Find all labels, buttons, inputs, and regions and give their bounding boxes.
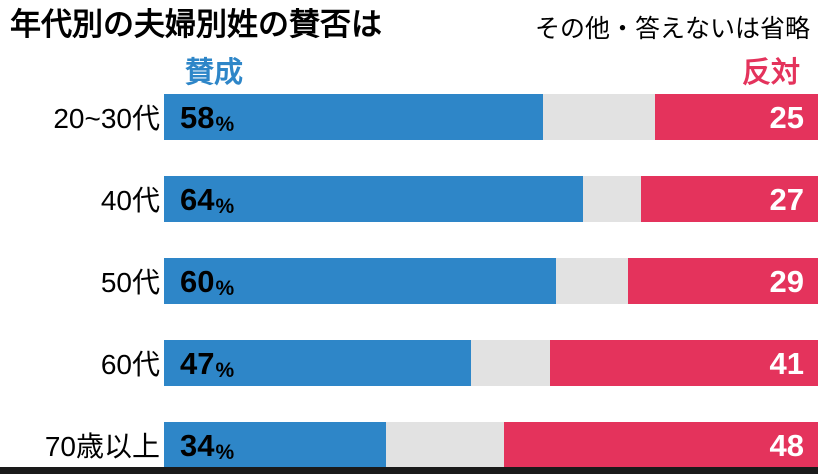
- oppose-bar: 27: [641, 176, 818, 222]
- approve-bar: 64%: [164, 176, 583, 222]
- bar-rows: 20~30代 58% 25 40代 64% 27 5: [0, 94, 818, 468]
- oppose-value: 29: [769, 263, 804, 299]
- legend-approve-label: 賛成: [185, 57, 244, 89]
- approve-bar: 60%: [164, 258, 557, 304]
- approve-value: 64: [180, 181, 215, 217]
- bar-row-70plus: 70歳以上 34% 48: [0, 422, 818, 468]
- percent-unit: %: [215, 113, 235, 136]
- percent-unit: %: [215, 441, 235, 464]
- bar-track: 34% 48: [164, 422, 818, 468]
- bar-track: 64% 27: [164, 176, 818, 222]
- bar-row-60: 60代 47% 41: [0, 340, 818, 386]
- category-label: 40代: [100, 185, 160, 216]
- category-label: 20~30代: [53, 103, 160, 134]
- approve-value: 34: [180, 427, 215, 463]
- bar-track: 47% 41: [164, 340, 818, 386]
- oppose-bar: 48: [504, 422, 818, 468]
- percent-unit: %: [215, 359, 235, 382]
- approve-value: 58: [180, 99, 215, 135]
- legend: 賛成 反対: [0, 49, 818, 89]
- oppose-value: 41: [769, 345, 804, 381]
- bottom-edge-bar: [0, 467, 818, 474]
- bar-track: 60% 29: [164, 258, 818, 304]
- bar-row-20-30: 20~30代 58% 25: [0, 94, 818, 140]
- oppose-value: 25: [769, 99, 804, 135]
- oppose-value: 48: [769, 427, 804, 463]
- bar-row-40: 40代 64% 27: [0, 176, 818, 222]
- approve-bar: 34%: [164, 422, 387, 468]
- oppose-value: 27: [769, 181, 804, 217]
- percent-unit: %: [215, 277, 235, 300]
- category-label: 70歳以上: [44, 431, 160, 462]
- approve-bar: 58%: [164, 94, 544, 140]
- category-label: 60代: [100, 349, 160, 380]
- legend-oppose-label: 反対: [741, 57, 800, 89]
- chart-title: 年代別の夫婦別姓の賛否は: [10, 7, 382, 42]
- category-label: 50代: [100, 267, 160, 298]
- bar-track: 58% 25: [164, 94, 818, 140]
- bar-row-50: 50代 60% 29: [0, 258, 818, 304]
- approve-bar: 47%: [164, 340, 472, 386]
- oppose-bar: 29: [628, 258, 818, 304]
- approve-value: 60: [180, 263, 215, 299]
- oppose-bar: 25: [654, 94, 818, 140]
- approve-value: 47: [180, 345, 215, 381]
- chart-header: 年代別の夫婦別姓の賛否は その他・答えないは省略: [0, 0, 818, 45]
- percent-unit: %: [215, 195, 235, 218]
- oppose-bar: 41: [549, 340, 818, 386]
- chart-note: その他・答えないは省略: [534, 15, 810, 43]
